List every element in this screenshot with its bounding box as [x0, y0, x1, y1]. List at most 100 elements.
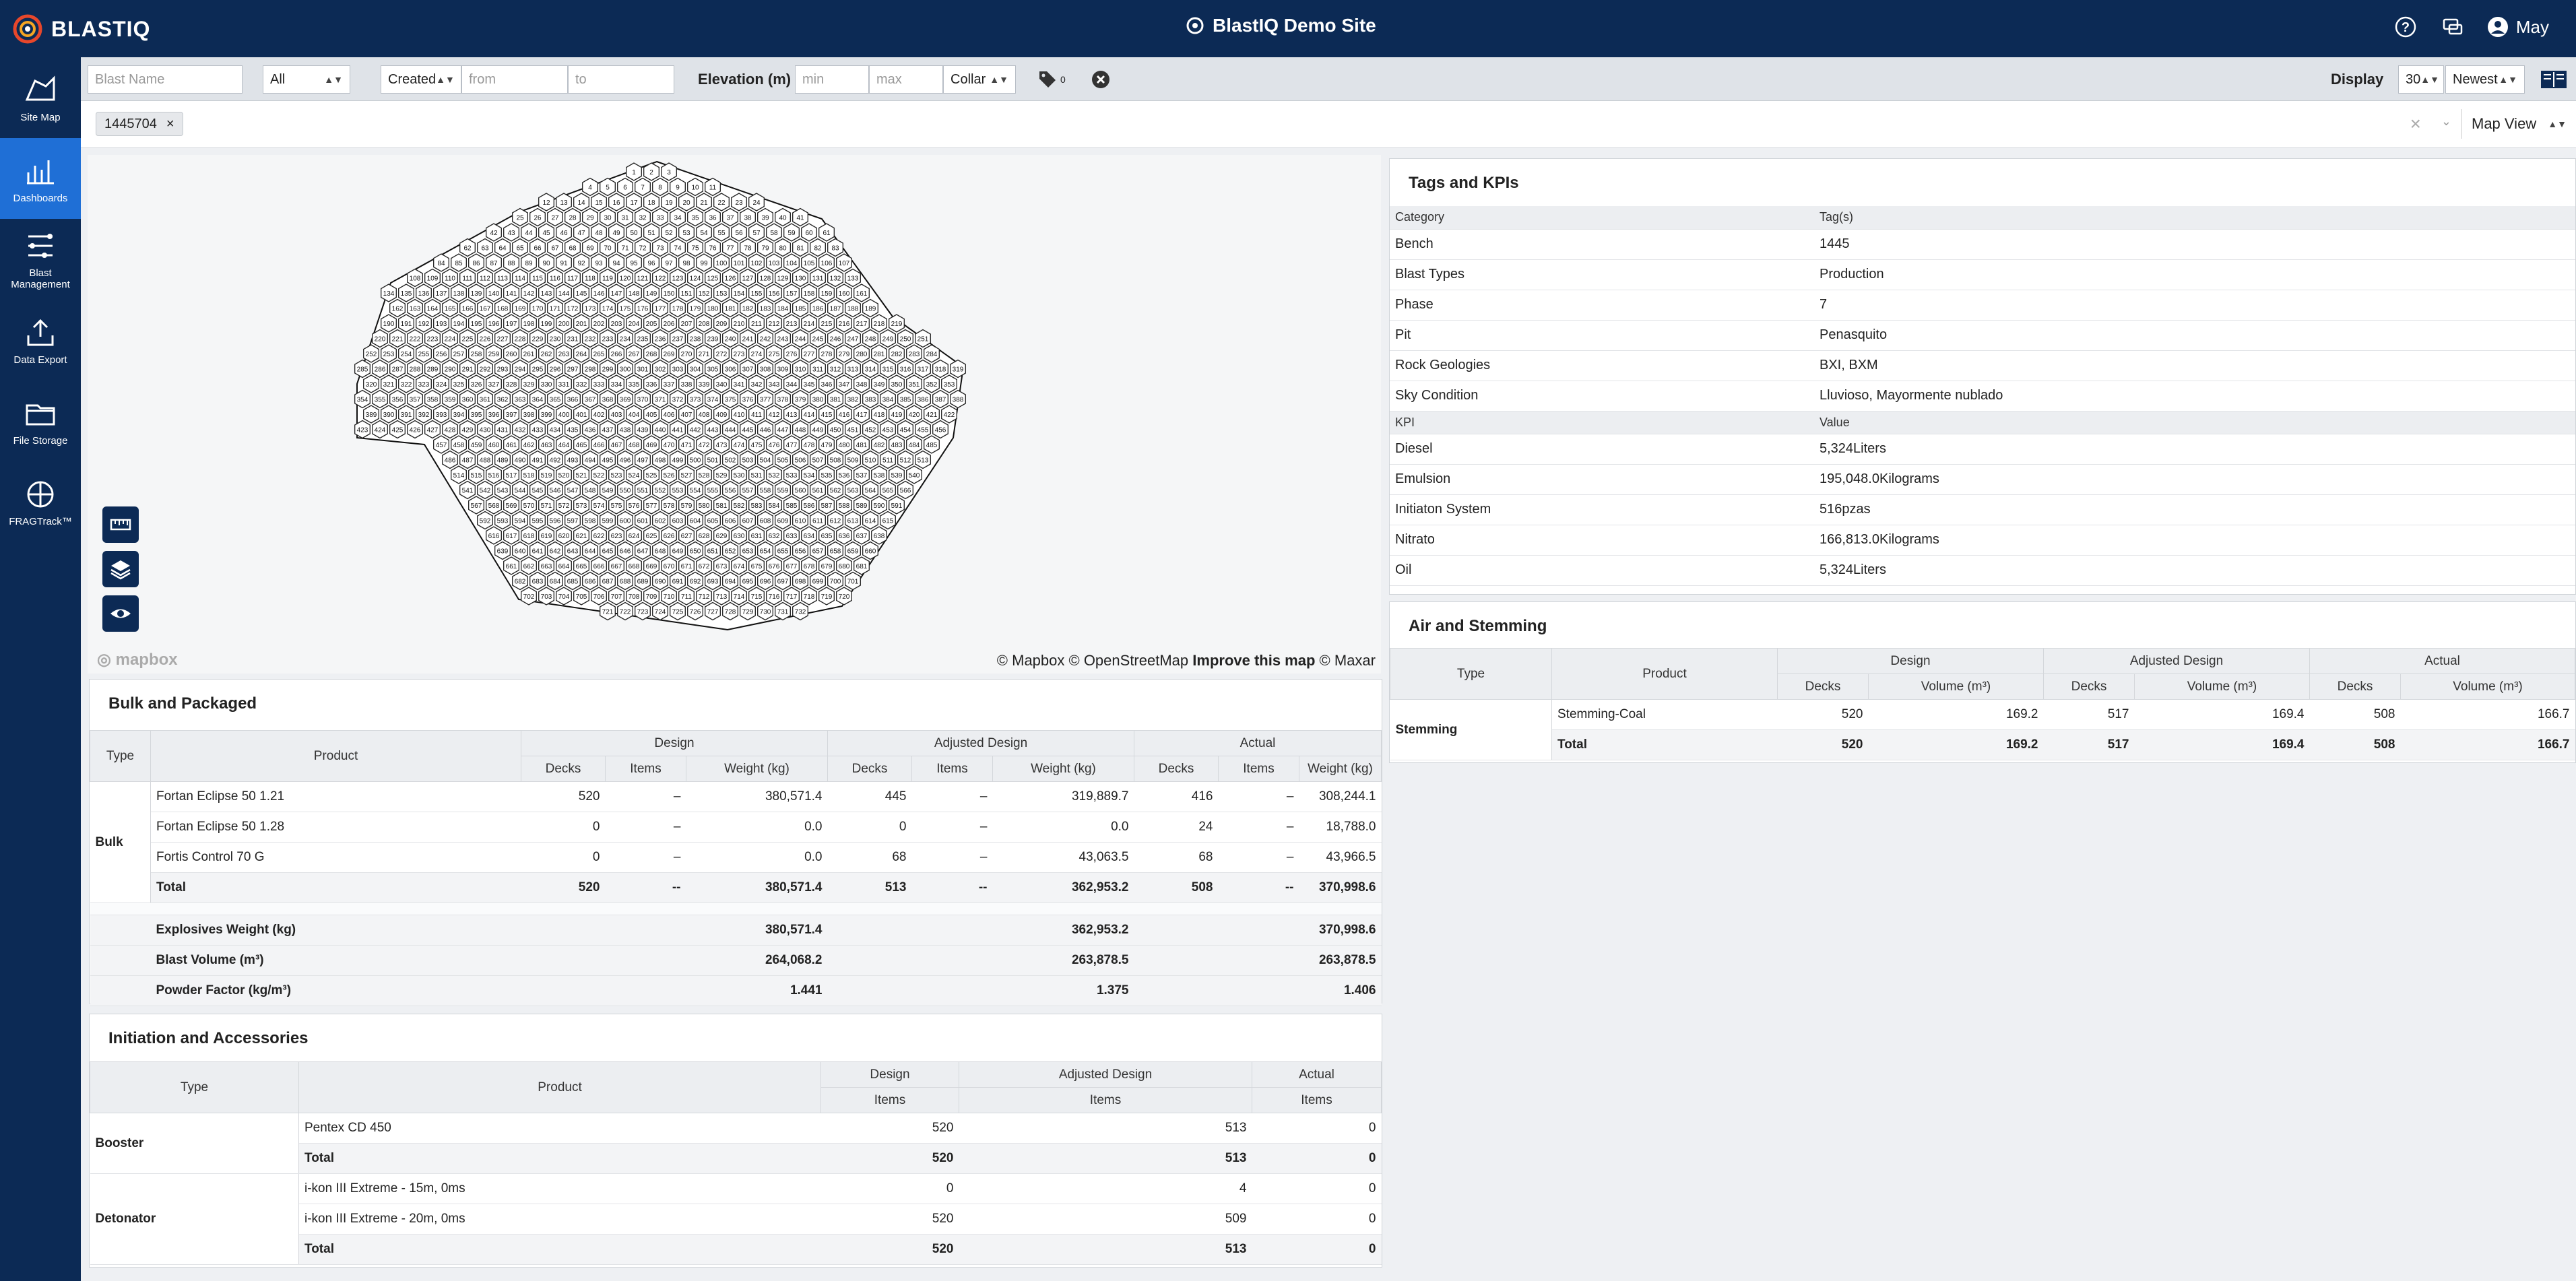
blast-hole[interactable]: 110: [442, 268, 458, 288]
blast-hole[interactable]: 668: [626, 556, 642, 575]
blast-hole[interactable]: 526: [661, 465, 677, 484]
blast-hole[interactable]: 414: [801, 405, 817, 424]
blast-hole[interactable]: 115: [529, 268, 546, 288]
blast-hole[interactable]: 641: [529, 541, 546, 560]
blast-hole[interactable]: 451: [845, 420, 861, 439]
blast-hole[interactable]: 349: [871, 374, 887, 393]
blast-hole[interactable]: 144: [556, 284, 572, 302]
blast-hole[interactable]: 420: [906, 405, 922, 424]
blast-hole[interactable]: 707: [608, 587, 624, 605]
blast-hole[interactable]: 660: [862, 541, 878, 560]
blast-hole[interactable]: 454: [897, 420, 913, 439]
blast-hole[interactable]: 575: [608, 496, 624, 515]
blast-hole[interactable]: 500: [687, 450, 703, 469]
blast-map[interactable]: 1 2 3 4 5 6 7 8 9 10 11 12 13 14 15 16 17 18 19 20 21 22 23 24 2…: [88, 155, 1381, 674]
blast-hole[interactable]: 718: [801, 587, 817, 605]
blast-hole[interactable]: 280: [854, 344, 870, 363]
blast-hole[interactable]: 554: [687, 480, 703, 500]
blast-hole[interactable]: 25: [512, 207, 528, 227]
blast-hole[interactable]: 689: [635, 571, 651, 591]
blast-hole[interactable]: 205: [643, 314, 659, 333]
blast-hole[interactable]: 231: [565, 329, 581, 348]
blast-hole[interactable]: 26: [529, 207, 546, 227]
blast-hole[interactable]: 118: [582, 268, 598, 288]
blast-hole[interactable]: 203: [608, 314, 624, 333]
blast-hole[interactable]: 438: [617, 420, 633, 439]
blast-hole[interactable]: 504: [757, 450, 773, 469]
blast-hole[interactable]: 589: [854, 496, 870, 515]
blast-hole[interactable]: 265: [591, 344, 607, 363]
blast-hole[interactable]: 296: [547, 359, 563, 379]
blast-hole[interactable]: 481: [854, 435, 870, 454]
blast-hole[interactable]: 516: [486, 465, 502, 484]
blast-hole[interactable]: 182: [740, 298, 756, 318]
blast-hole[interactable]: 429: [459, 420, 476, 439]
blast-hole[interactable]: 299: [600, 359, 616, 379]
blast-hole[interactable]: 297: [565, 359, 581, 379]
blast-hole[interactable]: 258: [468, 344, 484, 363]
blast-hole[interactable]: 652: [722, 541, 738, 560]
blast-hole[interactable]: 710: [661, 587, 677, 605]
blast-hole[interactable]: 246: [827, 329, 843, 348]
blast-hole[interactable]: 588: [836, 496, 852, 515]
blast-hole[interactable]: 7: [635, 177, 651, 197]
blast-hole[interactable]: 396: [486, 405, 502, 424]
blast-hole[interactable]: 552: [652, 480, 668, 500]
blast-hole[interactable]: 486: [442, 450, 458, 469]
blast-hole[interactable]: 240: [722, 329, 738, 348]
blast-hole[interactable]: 105: [801, 253, 817, 272]
blast-hole[interactable]: 472: [696, 435, 712, 454]
blast-hole[interactable]: 392: [416, 405, 432, 424]
blast-hole[interactable]: 523: [608, 465, 624, 484]
blast-hole[interactable]: 612: [827, 511, 843, 530]
blast-hole[interactable]: 658: [827, 541, 843, 560]
blast-hole[interactable]: 49: [608, 223, 624, 242]
blast-hole[interactable]: 537: [854, 465, 870, 484]
elevation-max-input[interactable]: max: [869, 65, 943, 94]
blast-hole[interactable]: 230: [547, 329, 563, 348]
blast-hole[interactable]: 95: [626, 253, 642, 272]
blast-hole[interactable]: 470: [661, 435, 677, 454]
blast-hole[interactable]: 505: [775, 450, 791, 469]
blast-hole[interactable]: 79: [757, 238, 773, 257]
blast-hole[interactable]: 52: [661, 223, 677, 242]
nav-blast-management[interactable]: Blast Management: [0, 219, 81, 300]
blast-hole[interactable]: 725: [670, 601, 686, 621]
blast-hole[interactable]: 31: [617, 207, 633, 227]
blast-hole[interactable]: 170: [529, 298, 546, 318]
blast-hole[interactable]: 71: [617, 238, 633, 257]
blast-hole[interactable]: 305: [705, 359, 721, 379]
blast-hole[interactable]: 410: [731, 405, 747, 424]
blast-hole[interactable]: 218: [871, 314, 887, 333]
blast-hole[interactable]: 531: [748, 465, 765, 484]
blast-name-input[interactable]: Blast Name: [88, 65, 243, 94]
blast-hole[interactable]: 188: [845, 298, 861, 318]
blast-hole[interactable]: 104: [783, 253, 800, 272]
blast-hole[interactable]: 123: [670, 268, 686, 288]
blast-hole[interactable]: 153: [713, 284, 730, 302]
blast-hole[interactable]: 397: [503, 405, 519, 424]
blast-hole[interactable]: 694: [722, 571, 738, 591]
blast-hole[interactable]: 137: [433, 284, 449, 302]
blast-hole[interactable]: 315: [880, 359, 896, 379]
blast-hole[interactable]: 625: [643, 526, 659, 545]
blast-hole[interactable]: 62: [459, 238, 476, 257]
blast-hole[interactable]: 372: [670, 389, 686, 409]
blast-hole[interactable]: 192: [416, 314, 432, 333]
blast-hole[interactable]: 243: [775, 329, 791, 348]
blast-hole[interactable]: 711: [678, 587, 695, 605]
blast-hole[interactable]: 13: [556, 193, 572, 211]
blast-hole[interactable]: 358: [424, 389, 441, 409]
blast-hole[interactable]: 364: [529, 389, 546, 409]
blast-hole[interactable]: 704: [556, 587, 572, 605]
blast-hole[interactable]: 266: [608, 344, 624, 363]
blast-hole[interactable]: 635: [818, 526, 835, 545]
blast-hole[interactable]: 542: [477, 480, 493, 500]
blast-hole[interactable]: 78: [740, 238, 756, 257]
blast-hole[interactable]: 316: [897, 359, 913, 379]
blast-hole[interactable]: 409: [713, 405, 730, 424]
blast-hole[interactable]: 678: [801, 556, 817, 575]
blast-hole[interactable]: 379: [792, 389, 808, 409]
blast-hole[interactable]: 582: [731, 496, 747, 515]
blast-hole[interactable]: 536: [836, 465, 852, 484]
